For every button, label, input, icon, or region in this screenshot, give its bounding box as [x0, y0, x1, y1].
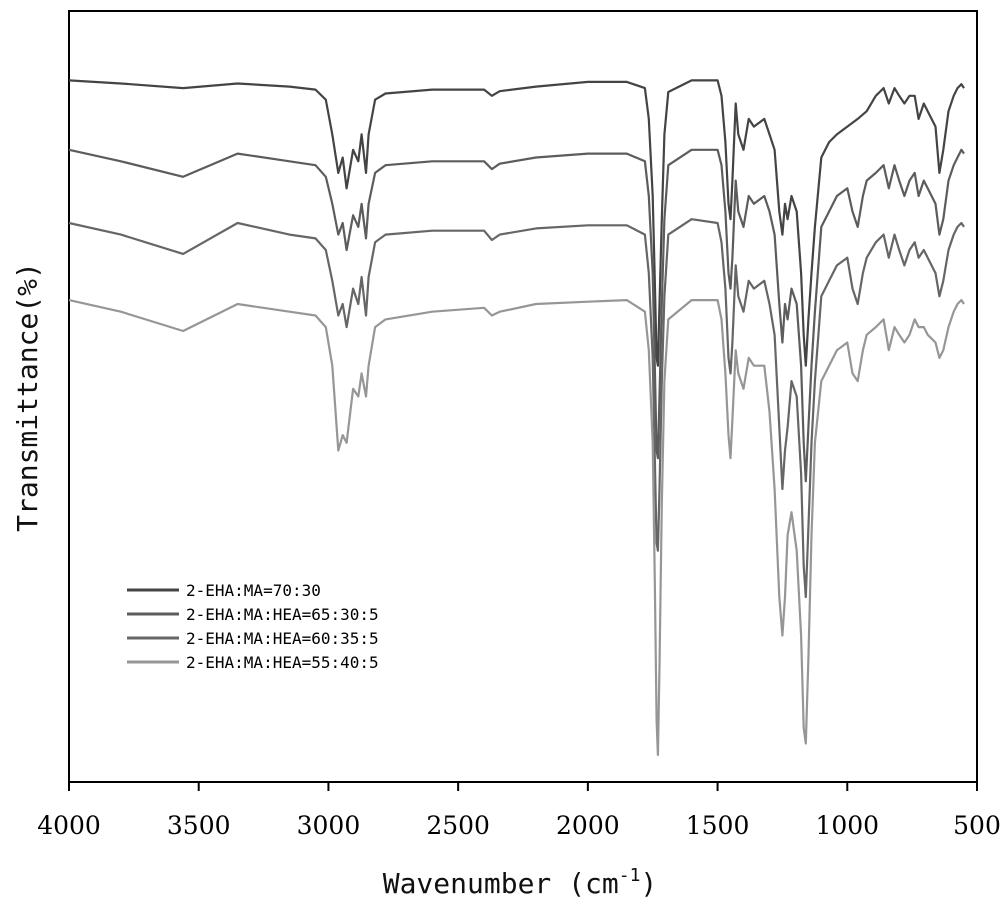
legend-label: 2-EHA:MA:HEA=60:35:5: [186, 629, 379, 648]
series-layer: [68, 79, 965, 757]
legend-label: 2-EHA:MA:HEA=55:40:5: [186, 653, 379, 672]
x-tick-label: 500: [953, 811, 1000, 840]
legend-label: 2-EHA:MA=70:30: [186, 581, 321, 600]
x-axis-title-superscript: -1: [619, 865, 641, 886]
x-axis-title: Wavenumber (cm-1): [383, 865, 658, 900]
x-tick-label: 1000: [815, 811, 879, 840]
series-line-2: [68, 148, 965, 483]
series-line-4: [68, 299, 965, 757]
series-line-3: [68, 218, 965, 599]
legend-label: 2-EHA:MA:HEA=65:30:5: [186, 605, 379, 624]
plot-frame: [68, 10, 978, 783]
x-tick-label: 2000: [556, 811, 620, 840]
x-tick-label: 1500: [686, 811, 750, 840]
legend: 2-EHA:MA=70:30 2-EHA:MA:HEA=65:30:5 2-EHA:…: [127, 581, 379, 672]
x-axis: 4000 3500 3000 2500 2000 1500 1000 500: [37, 782, 1000, 840]
x-axis-title-close: ): [640, 867, 657, 900]
x-tick-label: 4000: [37, 811, 101, 840]
x-tick-label: 2500: [426, 811, 490, 840]
y-axis-title: Transmittance(%): [11, 262, 44, 532]
x-tick-label: 3500: [167, 811, 231, 840]
x-tick-label: 3000: [297, 811, 361, 840]
x-axis-title-main: Wavenumber (cm: [383, 867, 619, 900]
series-line-1: [68, 79, 965, 367]
